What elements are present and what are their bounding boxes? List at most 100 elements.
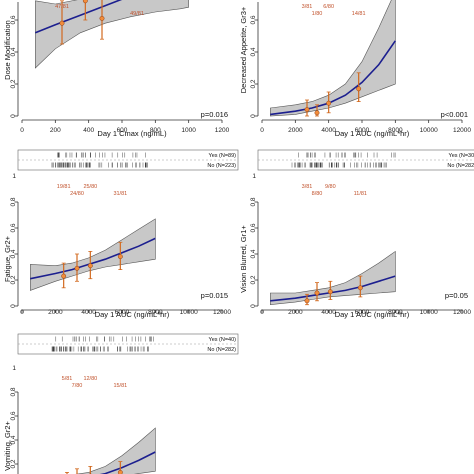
x-tick-label: 800 xyxy=(150,127,161,134)
x-tick-label: 0 xyxy=(260,309,264,316)
count-label: 8/80 xyxy=(312,191,323,197)
y-tick-label: 0.4 xyxy=(10,249,17,258)
x-tick-label: 4000 xyxy=(81,309,96,316)
x-axis-label: Day 1 AUC (ng/mL*hr) xyxy=(335,310,410,319)
y-tick-label: 0.4 xyxy=(250,47,257,56)
count-label: 47/81 xyxy=(55,4,69,10)
x-tick-label: 2000 xyxy=(48,309,63,316)
y-tick-label: 0 xyxy=(10,304,17,308)
rug-yes-label: Yes (N=30) xyxy=(449,153,474,159)
x-tick-label: 2000 xyxy=(288,127,303,134)
y-tick-one: 1 xyxy=(12,365,16,372)
x-tick-label: 6000 xyxy=(355,309,370,316)
x-tick-label: 12000 xyxy=(453,309,471,316)
x-tick-label: 0 xyxy=(260,127,264,134)
observed-point xyxy=(314,110,320,116)
y-tick-label: 0 xyxy=(250,304,257,308)
y-tick-one: 1 xyxy=(252,173,256,180)
y-tick-label: 0.8 xyxy=(250,197,257,206)
observed-point xyxy=(356,86,362,92)
y-tick-label: 0 xyxy=(250,114,257,118)
x-tick-label: 12000 xyxy=(453,127,471,134)
plot-area xyxy=(65,427,156,474)
p-value: p=0.015 xyxy=(201,291,228,300)
x-axis-label: Day 1 AUC (ng/mL*hr) xyxy=(335,129,410,138)
panel-dose-modification: 47/81 49/81 0 0.2 0.4 0.6 0 200 400 600 800 1000 120… xyxy=(3,0,230,138)
x-tick-label: 2000 xyxy=(288,309,303,316)
y-tick-label: 0.6 xyxy=(10,15,17,24)
count-label: 7/80 xyxy=(72,383,83,389)
x-tick-label: 6000 xyxy=(115,309,130,316)
x-tick-label: 10000 xyxy=(420,127,438,134)
y-tick-label: 0.8 xyxy=(10,387,17,396)
x-tick-label: 8000 xyxy=(388,127,403,134)
count-label: 12/80 xyxy=(83,376,97,382)
y-axis-label: Fatigue, Gr2+ xyxy=(3,235,12,282)
count-label: 3/81 xyxy=(302,184,313,190)
x-tick-label: 10000 xyxy=(180,309,198,316)
y-tick-label: 0 xyxy=(10,114,17,118)
x-tick-label: 200 xyxy=(50,127,61,134)
panel-vision-blurred: Yes (N=30)No (N=282)13/818/809/8011/8100… xyxy=(239,149,474,319)
count-label: 9/80 xyxy=(325,184,336,190)
y-tick-label: 0.2 xyxy=(250,275,257,284)
y-tick-label: 0.2 xyxy=(10,79,17,88)
y-tick-label: 0.4 xyxy=(10,435,17,444)
x-tick-label: 600 xyxy=(117,127,128,134)
plot-area xyxy=(35,0,189,69)
x-tick-label: 12000 xyxy=(213,309,231,316)
y-axis-label: Vision Blurred, Gr1+ xyxy=(239,225,248,293)
observed-point xyxy=(314,290,320,296)
x-axis-label: Day 1 Cmax (ng/mL) xyxy=(97,129,167,138)
count-label: 6/80 xyxy=(323,4,334,10)
confidence-band xyxy=(270,0,396,117)
panel-decreased-appetite: 3/811/806/80 14/81 0 0.2 0.4 0.6 0 2000 4000 6000… xyxy=(239,0,471,138)
rug-no-label: No (N=282) xyxy=(447,163,474,169)
observed-point xyxy=(87,263,93,269)
count-label: 1/80 xyxy=(312,11,323,17)
x-tick-label: 4000 xyxy=(321,127,336,134)
count-label: 5/81 xyxy=(62,376,73,382)
fitted-curve xyxy=(30,237,156,280)
plot-area xyxy=(270,250,396,306)
p-value: p<0.001 xyxy=(441,110,468,119)
observed-point xyxy=(99,15,105,21)
observed-point xyxy=(61,273,67,279)
observed-point xyxy=(82,0,88,4)
confidence-band xyxy=(270,250,396,306)
rug-no-label: No (N=223) xyxy=(207,163,236,169)
plot-area xyxy=(30,218,156,291)
x-tick-label: 0 xyxy=(20,127,24,134)
observed-point xyxy=(327,289,333,295)
y-tick-label: 0.6 xyxy=(10,411,17,420)
observed-point xyxy=(304,107,310,113)
x-tick-label: 400 xyxy=(83,127,94,134)
y-tick-label: 0.6 xyxy=(250,15,257,24)
panel-vomiting: Yes (N=40)No (N=282)15/817/8012/8015/810… xyxy=(3,333,239,474)
p-value: p=0.016 xyxy=(201,110,228,119)
fitted-curve xyxy=(270,275,396,302)
count-label: 3/81 xyxy=(302,4,313,10)
x-axis-label: Day 1 AUC (ng/mL*hr) xyxy=(95,310,170,319)
y-axis-label: Decreased Appetite, Gr3+ xyxy=(239,6,248,93)
x-tick-label: 4000 xyxy=(321,309,336,316)
rug-yes-label: Yes (N=89) xyxy=(209,153,237,159)
count-label: 24/80 xyxy=(70,191,84,197)
rug-yes-label: Yes (N=40) xyxy=(209,337,237,343)
y-axis-label: Dose Modification xyxy=(3,20,12,80)
y-tick-label: 0.2 xyxy=(10,275,17,284)
y-axis-label: Vomiting, Gr2+ xyxy=(3,420,12,470)
confidence-band xyxy=(35,0,189,69)
x-tick-label: 8000 xyxy=(388,309,403,316)
fitted-curve xyxy=(270,40,396,116)
y-tick-label: 0.8 xyxy=(10,197,17,206)
count-label: 11/81 xyxy=(354,191,367,197)
plot-area xyxy=(270,0,396,117)
x-tick-label: 1200 xyxy=(215,127,230,134)
y-tick-label: 0.4 xyxy=(250,249,257,258)
confidence-band xyxy=(75,427,156,474)
x-tick-label: 10000 xyxy=(420,309,438,316)
y-tick-label: 0.4 xyxy=(10,47,17,56)
